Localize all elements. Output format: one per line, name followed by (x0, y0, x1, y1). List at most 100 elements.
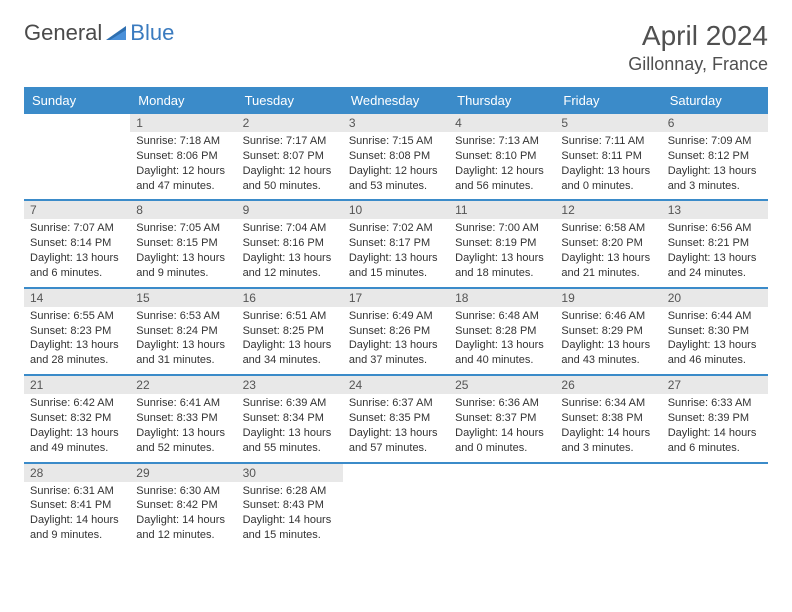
sunset-text: Sunset: 8:15 PM (136, 236, 230, 251)
dayname-fri: Friday (555, 87, 661, 114)
sunset-text: Sunset: 8:39 PM (668, 411, 762, 426)
sunrise-text: Sunrise: 7:05 AM (136, 221, 230, 236)
sunrise-text: Sunrise: 7:07 AM (30, 221, 124, 236)
day-number: 30 (237, 464, 343, 482)
day-data: Sunrise: 6:33 AMSunset: 8:39 PMDaylight:… (662, 394, 768, 461)
day-data: Sunrise: 7:18 AMSunset: 8:06 PMDaylight:… (130, 132, 236, 199)
calendar-cell: 1Sunrise: 7:18 AMSunset: 8:06 PMDaylight… (130, 114, 236, 200)
sunset-text: Sunset: 8:17 PM (349, 236, 443, 251)
day-data: Sunrise: 6:34 AMSunset: 8:38 PMDaylight:… (555, 394, 661, 461)
daylight-text: Daylight: 13 hours and 15 minutes. (349, 251, 443, 281)
sunset-text: Sunset: 8:26 PM (349, 324, 443, 339)
daylight-text: Daylight: 12 hours and 50 minutes. (243, 164, 337, 194)
calendar-row: 14Sunrise: 6:55 AMSunset: 8:23 PMDayligh… (24, 288, 768, 375)
day-data: Sunrise: 6:30 AMSunset: 8:42 PMDaylight:… (130, 482, 236, 549)
daylight-text: Daylight: 14 hours and 12 minutes. (136, 513, 230, 543)
sunrise-text: Sunrise: 7:02 AM (349, 221, 443, 236)
sunset-text: Sunset: 8:30 PM (668, 324, 762, 339)
calendar-cell: 28Sunrise: 6:31 AMSunset: 8:41 PMDayligh… (24, 463, 130, 549)
day-data: Sunrise: 6:39 AMSunset: 8:34 PMDaylight:… (237, 394, 343, 461)
day-number: 2 (237, 114, 343, 132)
daylight-text: Daylight: 12 hours and 56 minutes. (455, 164, 549, 194)
daylight-text: Daylight: 13 hours and 37 minutes. (349, 338, 443, 368)
day-data: Sunrise: 7:04 AMSunset: 8:16 PMDaylight:… (237, 219, 343, 286)
calendar-row: 21Sunrise: 6:42 AMSunset: 8:32 PMDayligh… (24, 375, 768, 462)
sunset-text: Sunset: 8:10 PM (455, 149, 549, 164)
day-number: 25 (449, 376, 555, 394)
day-data: Sunrise: 6:31 AMSunset: 8:41 PMDaylight:… (24, 482, 130, 549)
day-number: 5 (555, 114, 661, 132)
dayname-thu: Thursday (449, 87, 555, 114)
day-data: Sunrise: 6:41 AMSunset: 8:33 PMDaylight:… (130, 394, 236, 461)
day-data: Sunrise: 6:37 AMSunset: 8:35 PMDaylight:… (343, 394, 449, 461)
day-number: 29 (130, 464, 236, 482)
page-header: General Blue April 2024 Gillonnay, Franc… (24, 20, 768, 75)
calendar-cell: 9Sunrise: 7:04 AMSunset: 8:16 PMDaylight… (237, 200, 343, 287)
day-number: 17 (343, 289, 449, 307)
calendar-cell: 20Sunrise: 6:44 AMSunset: 8:30 PMDayligh… (662, 288, 768, 375)
sunset-text: Sunset: 8:07 PM (243, 149, 337, 164)
day-data: Sunrise: 6:48 AMSunset: 8:28 PMDaylight:… (449, 307, 555, 374)
sunset-text: Sunset: 8:28 PM (455, 324, 549, 339)
calendar-row: 7Sunrise: 7:07 AMSunset: 8:14 PMDaylight… (24, 200, 768, 287)
daylight-text: Daylight: 13 hours and 28 minutes. (30, 338, 124, 368)
sunset-text: Sunset: 8:16 PM (243, 236, 337, 251)
sunset-text: Sunset: 8:06 PM (136, 149, 230, 164)
day-number: 23 (237, 376, 343, 394)
calendar-cell: 13Sunrise: 6:56 AMSunset: 8:21 PMDayligh… (662, 200, 768, 287)
day-data: Sunrise: 7:17 AMSunset: 8:07 PMDaylight:… (237, 132, 343, 199)
day-data: Sunrise: 7:13 AMSunset: 8:10 PMDaylight:… (449, 132, 555, 199)
sunset-text: Sunset: 8:24 PM (136, 324, 230, 339)
sunset-text: Sunset: 8:35 PM (349, 411, 443, 426)
sunset-text: Sunset: 8:12 PM (668, 149, 762, 164)
daylight-text: Daylight: 14 hours and 9 minutes. (30, 513, 124, 543)
sunset-text: Sunset: 8:23 PM (30, 324, 124, 339)
daylight-text: Daylight: 13 hours and 21 minutes. (561, 251, 655, 281)
calendar-cell: 17Sunrise: 6:49 AMSunset: 8:26 PMDayligh… (343, 288, 449, 375)
sunset-text: Sunset: 8:21 PM (668, 236, 762, 251)
day-number: 11 (449, 201, 555, 219)
sunrise-text: Sunrise: 7:09 AM (668, 134, 762, 149)
day-data: Sunrise: 7:15 AMSunset: 8:08 PMDaylight:… (343, 132, 449, 199)
daylight-text: Daylight: 13 hours and 31 minutes. (136, 338, 230, 368)
day-number: 14 (24, 289, 130, 307)
calendar-cell: 27Sunrise: 6:33 AMSunset: 8:39 PMDayligh… (662, 375, 768, 462)
day-data: Sunrise: 6:28 AMSunset: 8:43 PMDaylight:… (237, 482, 343, 549)
sunrise-text: Sunrise: 6:53 AM (136, 309, 230, 324)
calendar-cell (343, 463, 449, 549)
sunrise-text: Sunrise: 6:44 AM (668, 309, 762, 324)
daylight-text: Daylight: 13 hours and 12 minutes. (243, 251, 337, 281)
day-number: 1 (130, 114, 236, 132)
calendar-row: 1Sunrise: 7:18 AMSunset: 8:06 PMDaylight… (24, 114, 768, 200)
sunrise-text: Sunrise: 6:33 AM (668, 396, 762, 411)
sunrise-text: Sunrise: 6:37 AM (349, 396, 443, 411)
day-number: 6 (662, 114, 768, 132)
sunrise-text: Sunrise: 6:58 AM (561, 221, 655, 236)
day-number: 7 (24, 201, 130, 219)
sunrise-text: Sunrise: 6:31 AM (30, 484, 124, 499)
dayname-sat: Saturday (662, 87, 768, 114)
day-number: 13 (662, 201, 768, 219)
brand-text-blue: Blue (130, 20, 174, 46)
dayname-row: Sunday Monday Tuesday Wednesday Thursday… (24, 87, 768, 114)
day-data: Sunrise: 7:00 AMSunset: 8:19 PMDaylight:… (449, 219, 555, 286)
day-data: Sunrise: 6:55 AMSunset: 8:23 PMDaylight:… (24, 307, 130, 374)
day-number: 9 (237, 201, 343, 219)
day-number: 12 (555, 201, 661, 219)
calendar-cell: 29Sunrise: 6:30 AMSunset: 8:42 PMDayligh… (130, 463, 236, 549)
daylight-text: Daylight: 13 hours and 40 minutes. (455, 338, 549, 368)
calendar-table: Sunday Monday Tuesday Wednesday Thursday… (24, 87, 768, 549)
calendar-cell (662, 463, 768, 549)
sunset-text: Sunset: 8:25 PM (243, 324, 337, 339)
day-number: 26 (555, 376, 661, 394)
day-data: Sunrise: 6:49 AMSunset: 8:26 PMDaylight:… (343, 307, 449, 374)
day-data: Sunrise: 6:58 AMSunset: 8:20 PMDaylight:… (555, 219, 661, 286)
brand-triangle-icon (106, 22, 126, 45)
sunrise-text: Sunrise: 7:15 AM (349, 134, 443, 149)
sunset-text: Sunset: 8:37 PM (455, 411, 549, 426)
brand-text-general: General (24, 20, 102, 46)
calendar-cell: 23Sunrise: 6:39 AMSunset: 8:34 PMDayligh… (237, 375, 343, 462)
day-number: 18 (449, 289, 555, 307)
sunset-text: Sunset: 8:33 PM (136, 411, 230, 426)
calendar-cell (555, 463, 661, 549)
